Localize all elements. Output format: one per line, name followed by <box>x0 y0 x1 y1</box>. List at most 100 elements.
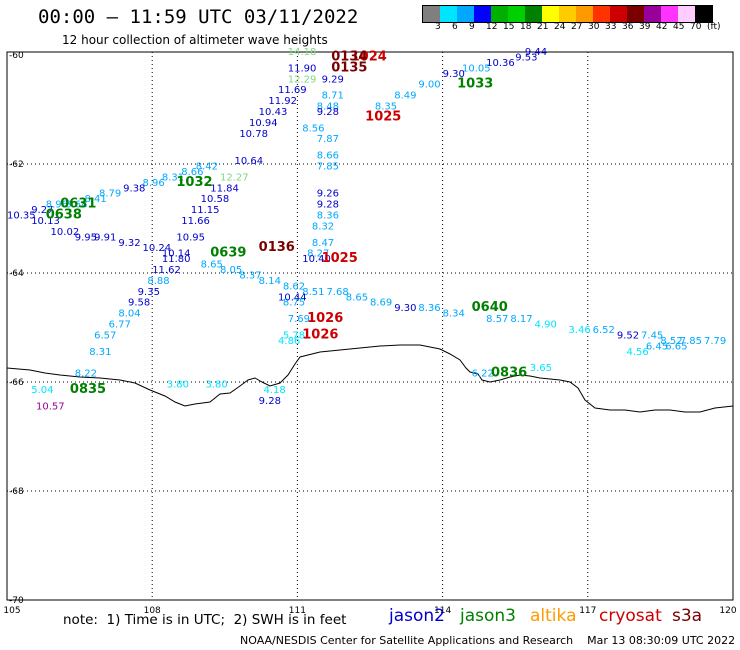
swh-value: 8.88 <box>147 276 169 287</box>
footnote: note: 1) Time is in UTC; 2) SWH is in fe… <box>63 612 347 628</box>
lon-tick-label: 117 <box>579 606 596 616</box>
swh-value: 8.22 <box>75 369 97 380</box>
colorbar-swatch <box>610 6 627 22</box>
lat-tick-label: -60 <box>9 51 24 61</box>
swh-value: 9.00 <box>418 80 440 91</box>
swh-value: 9.58 <box>128 298 150 309</box>
swh-value: 10.78 <box>239 129 268 140</box>
swh-value: 9.27 <box>31 205 53 216</box>
swh-value: 8.57 <box>486 314 508 325</box>
swh-value: 4.86 <box>278 336 300 347</box>
colorbar-tick-label: 21 <box>537 22 549 32</box>
swh-value: 3.65 <box>530 363 552 374</box>
swh-value: 6.57 <box>94 330 116 341</box>
swh-value: 10.64 <box>234 156 263 167</box>
swh-value: 8.68 <box>65 200 87 211</box>
colorbar-swatch <box>678 6 695 22</box>
swh-value: 11.92 <box>268 96 297 107</box>
swh-value: 9.44 <box>525 47 547 58</box>
swh-value: 10.24 <box>143 243 172 254</box>
coastline <box>6 344 734 413</box>
swh-value: 8.52 <box>660 336 682 347</box>
swh-value: 10.05 <box>462 63 491 74</box>
swh-value: 8.69 <box>370 298 392 309</box>
colorbar-swatch <box>491 6 508 22</box>
swh-value: 10.95 <box>176 232 205 243</box>
swh-value: 11.84 <box>210 183 239 194</box>
swh-value: 8.71 <box>322 91 344 102</box>
swh-value: 8.56 <box>302 123 324 134</box>
swh-value: 10.57 <box>36 401 65 412</box>
swh-value: 6.65 <box>665 341 687 352</box>
colorbar-swatch <box>525 6 542 22</box>
swh-value: 8.96 <box>143 178 165 189</box>
colorbar-swatch <box>508 6 525 22</box>
lon-tick-label: 105 <box>3 606 20 616</box>
pass-time-label: 1024 <box>351 49 387 64</box>
swh-value: 9.91 <box>94 232 116 243</box>
pass-time-label: 1032 <box>176 175 212 190</box>
legend-s3a: s3a <box>672 606 703 626</box>
swh-value: 9.30 <box>394 303 416 314</box>
swh-value: 8.36 <box>317 211 339 222</box>
colorbar-tick-label: 42 <box>656 22 668 32</box>
pass-time-label: 0136 <box>259 240 295 255</box>
swh-value: 5.78 <box>283 330 305 341</box>
swh-value: 8.51 <box>302 287 324 298</box>
swh-value: 6.77 <box>109 320 131 331</box>
swh-value: 8.31 <box>89 347 111 358</box>
swh-value: 12.27 <box>220 172 249 183</box>
swh-value: 7.69 <box>288 314 310 325</box>
credit-line: NOAA/NESDIS Center for Satellite Applica… <box>240 634 736 647</box>
colorbar-tick-label: 39 <box>639 22 651 32</box>
swh-value: 12.29 <box>288 74 317 85</box>
swh-value: 10.44 <box>278 292 307 303</box>
swh-value: 8.14 <box>259 276 281 287</box>
pass-time-label: 0134 <box>331 49 367 64</box>
swh-value: 8.48 <box>317 102 339 113</box>
lat-tick-label: -66 <box>9 378 24 388</box>
swh-value: 8.32 <box>312 221 334 232</box>
swh-value: 9.28 <box>317 107 339 118</box>
swh-value: 11.66 <box>181 216 210 227</box>
legend-jason2: jason2 <box>389 606 445 626</box>
swh-value: 9.38 <box>123 183 145 194</box>
pass-time-label: 0638 <box>46 208 82 223</box>
swh-value: 8.79 <box>99 189 121 200</box>
colorbar-tick-label: 70 <box>690 22 702 32</box>
swh-value: 4.18 <box>264 385 286 396</box>
swh-value: 8.65 <box>201 260 223 271</box>
swh-value: 8.42 <box>196 161 218 172</box>
swh-value: 8.41 <box>84 194 106 205</box>
pass-time-label: 1026 <box>302 327 338 342</box>
swh-value: 6.52 <box>593 325 615 336</box>
swh-value: 9.28 <box>317 200 339 211</box>
swh-value: 14.18 <box>288 47 317 58</box>
pass-time-label: 0639 <box>210 246 246 261</box>
colorbar-tick-label: 15 <box>503 22 515 32</box>
swh-value: 8.27 <box>307 249 329 260</box>
colorbar-tick-label: 27 <box>571 22 583 32</box>
lat-tick-label: -68 <box>9 487 24 497</box>
swh-value: 10.14 <box>162 249 191 260</box>
swh-value: 11.80 <box>162 254 191 265</box>
colorbar-swatch <box>593 6 610 22</box>
pass-time-label: 1033 <box>457 77 493 92</box>
swh-value: 8.31 <box>162 172 184 183</box>
swh-value: 7.68 <box>326 287 348 298</box>
swh-value: 7.85 <box>317 161 339 172</box>
swh-value: 8.35 <box>375 102 397 113</box>
swh-value: 9.29 <box>322 74 344 85</box>
swh-value: 8.75 <box>283 298 305 309</box>
swh-value: 10.43 <box>259 107 288 118</box>
colorbar-tick-label: 9 <box>469 22 475 32</box>
colorbar-tick-label: 12 <box>486 22 498 32</box>
pass-time-label: 1025 <box>322 251 358 266</box>
colorbar-tick-label: 33 <box>605 22 617 32</box>
swh-value: 8.36 <box>418 303 440 314</box>
swh-value: 8.65 <box>346 292 368 303</box>
swh-value: 5.04 <box>31 385 53 396</box>
swh-value: 8.66 <box>181 167 203 178</box>
swh-value: 9.26 <box>317 189 339 200</box>
